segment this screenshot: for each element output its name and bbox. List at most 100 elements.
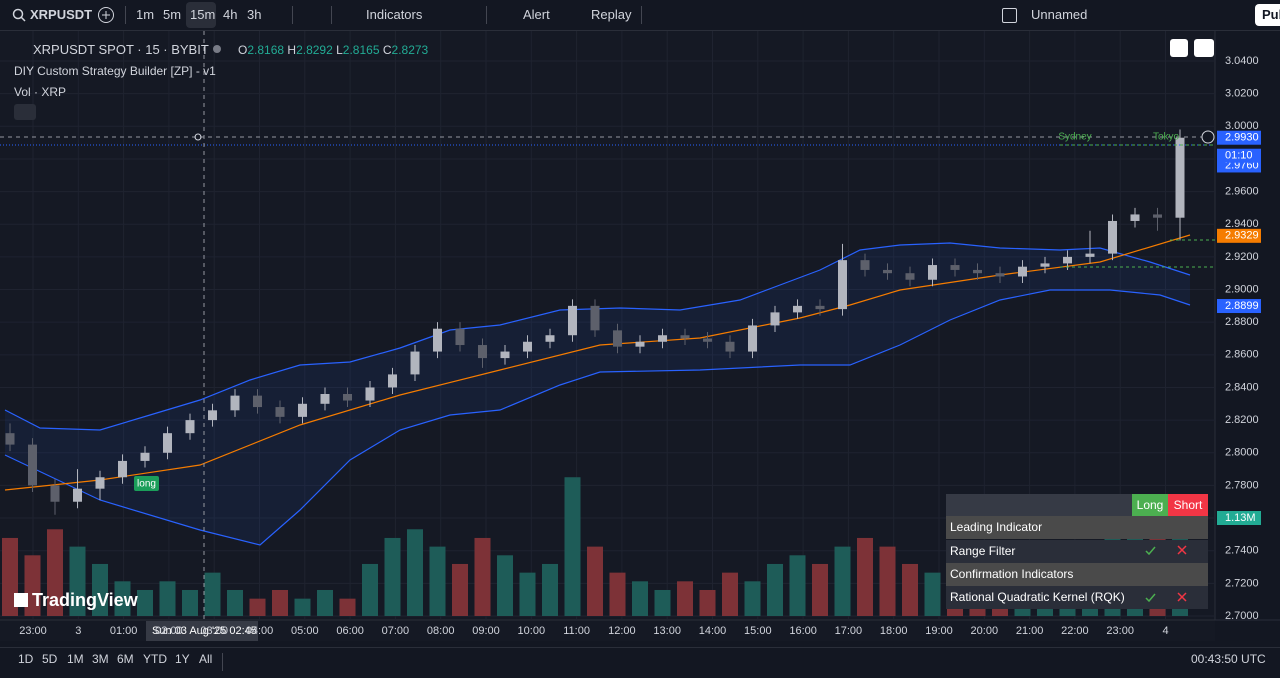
publish-bg <box>1255 4 1280 26</box>
candle-body <box>905 273 915 280</box>
candle-body <box>455 328 465 346</box>
volume-bar <box>699 589 716 616</box>
candle-body <box>680 335 690 339</box>
x-tick-label: 03:00 <box>200 625 228 637</box>
search-icon <box>12 8 26 22</box>
price-tag: 01:10 <box>1225 150 1253 162</box>
separator <box>125 6 126 24</box>
volume-bar <box>204 572 221 616</box>
ohlc-value: 2.8292 <box>296 43 333 57</box>
x-tick-label: 08:00 <box>427 625 455 637</box>
refresh-button[interactable] <box>1194 39 1214 57</box>
candle-body <box>1040 263 1050 267</box>
volume-bar <box>542 563 558 616</box>
status-dot <box>213 45 221 53</box>
crosshair-label: Sun 03 Aug '25 02:45 <box>152 625 257 637</box>
volume-bar <box>429 546 446 616</box>
volume-bar <box>632 581 648 616</box>
legend-title: XRPUSDT SPOT · 15 · BYBIT <box>33 42 209 57</box>
plot-bg <box>0 31 1215 641</box>
candle-body <box>320 394 330 404</box>
separator <box>292 6 293 24</box>
x-tick-label: 16:00 <box>789 625 817 637</box>
separator <box>222 653 223 671</box>
candle-body <box>995 273 1005 277</box>
table-section: Confirmation Indicators <box>946 563 1208 586</box>
interval[interactable]: 1m <box>136 7 155 22</box>
layout-name[interactable]: Unnamed <box>1031 7 1088 22</box>
plus-button[interactable] <box>1201 130 1215 144</box>
indicator-legend: DIY Custom Strategy Builder [ZP] - v1 <box>14 64 216 78</box>
candle-body <box>185 420 195 434</box>
interval[interactable]: 5m <box>163 7 182 22</box>
symbol[interactable]: XRPUSDT <box>30 7 93 22</box>
volume-bar <box>227 589 243 616</box>
range[interactable]: 3M <box>92 652 109 666</box>
volume-bar <box>609 572 626 616</box>
interval-active-bg <box>186 2 216 28</box>
ohlc-key: O <box>238 43 248 57</box>
x-tick-label: 21:00 <box>1016 625 1044 637</box>
volume-bar <box>182 589 198 616</box>
candle-body <box>343 394 352 401</box>
candle-body <box>568 305 577 336</box>
lower-band <box>4 289 1191 546</box>
add-icon[interactable] <box>97 6 115 24</box>
signal-bg <box>134 476 159 491</box>
range[interactable]: 1M <box>67 652 84 666</box>
range[interactable]: 5D <box>42 652 58 666</box>
y-tick-label: 2.7400 <box>1225 545 1259 557</box>
range[interactable]: All <box>199 652 213 666</box>
volume-bar <box>519 572 536 616</box>
x-tick-label: 13:00 <box>653 625 681 637</box>
range[interactable]: YTD <box>143 652 167 666</box>
y-tick-label: 2.9400 <box>1225 218 1259 230</box>
footer <box>0 647 1280 678</box>
publish-button[interactable]: Pub <box>1262 7 1280 22</box>
x-tick-label: 14:00 <box>699 625 727 637</box>
x-tick-label: 09:00 <box>472 625 500 637</box>
y-tick-label: 2.7000 <box>1225 610 1259 622</box>
candle-body <box>838 260 847 310</box>
candle-body <box>1018 266 1027 277</box>
range[interactable]: 6M <box>117 652 134 666</box>
candle-body <box>658 335 667 342</box>
volume-bar <box>857 537 873 616</box>
interval[interactable]: 3h <box>247 7 262 22</box>
volume-bar <box>474 537 491 616</box>
interval[interactable]: 15m <box>190 7 216 22</box>
collapse-button[interactable] <box>14 104 36 120</box>
indicators-button[interactable]: Indicators <box>366 7 423 22</box>
candle-body <box>388 374 397 388</box>
session-label: Tokyo <box>1153 132 1180 143</box>
price-tag: 2.9930 <box>1225 132 1259 144</box>
y-tick-label: 2.8400 <box>1225 381 1259 393</box>
range[interactable]: 1D <box>18 652 34 666</box>
x-tick-label: 15:00 <box>744 625 772 637</box>
signal-label: long <box>137 479 156 490</box>
volume-bar <box>317 589 333 616</box>
volume-bar <box>114 581 131 616</box>
x-tick-label: 3 <box>75 625 81 637</box>
range[interactable]: 1Y <box>175 652 190 666</box>
candle-body <box>73 488 82 502</box>
crosshair-label-bg <box>146 621 258 641</box>
candle-body <box>230 395 240 411</box>
y-tick-label: 2.9600 <box>1225 185 1259 197</box>
replay-button[interactable]: Replay <box>591 7 632 22</box>
scroll-button[interactable] <box>1170 39 1188 57</box>
volume-bar <box>587 546 603 616</box>
candle-body <box>365 387 375 401</box>
price-tag-bg <box>1217 130 1261 145</box>
interval[interactable]: 4h <box>223 7 238 22</box>
y-tick-label: 3.0400 <box>1225 55 1259 67</box>
y-tick-label: 2.8200 <box>1225 414 1259 426</box>
candle-body <box>433 328 442 352</box>
candle-body <box>1085 253 1095 257</box>
session-label: Sydney <box>1058 132 1091 143</box>
volume-bar <box>47 529 63 616</box>
price-tag: 2.8899 <box>1225 300 1259 312</box>
x-tick-label: 18:00 <box>880 625 908 637</box>
alert-button[interactable]: Alert <box>523 7 550 22</box>
